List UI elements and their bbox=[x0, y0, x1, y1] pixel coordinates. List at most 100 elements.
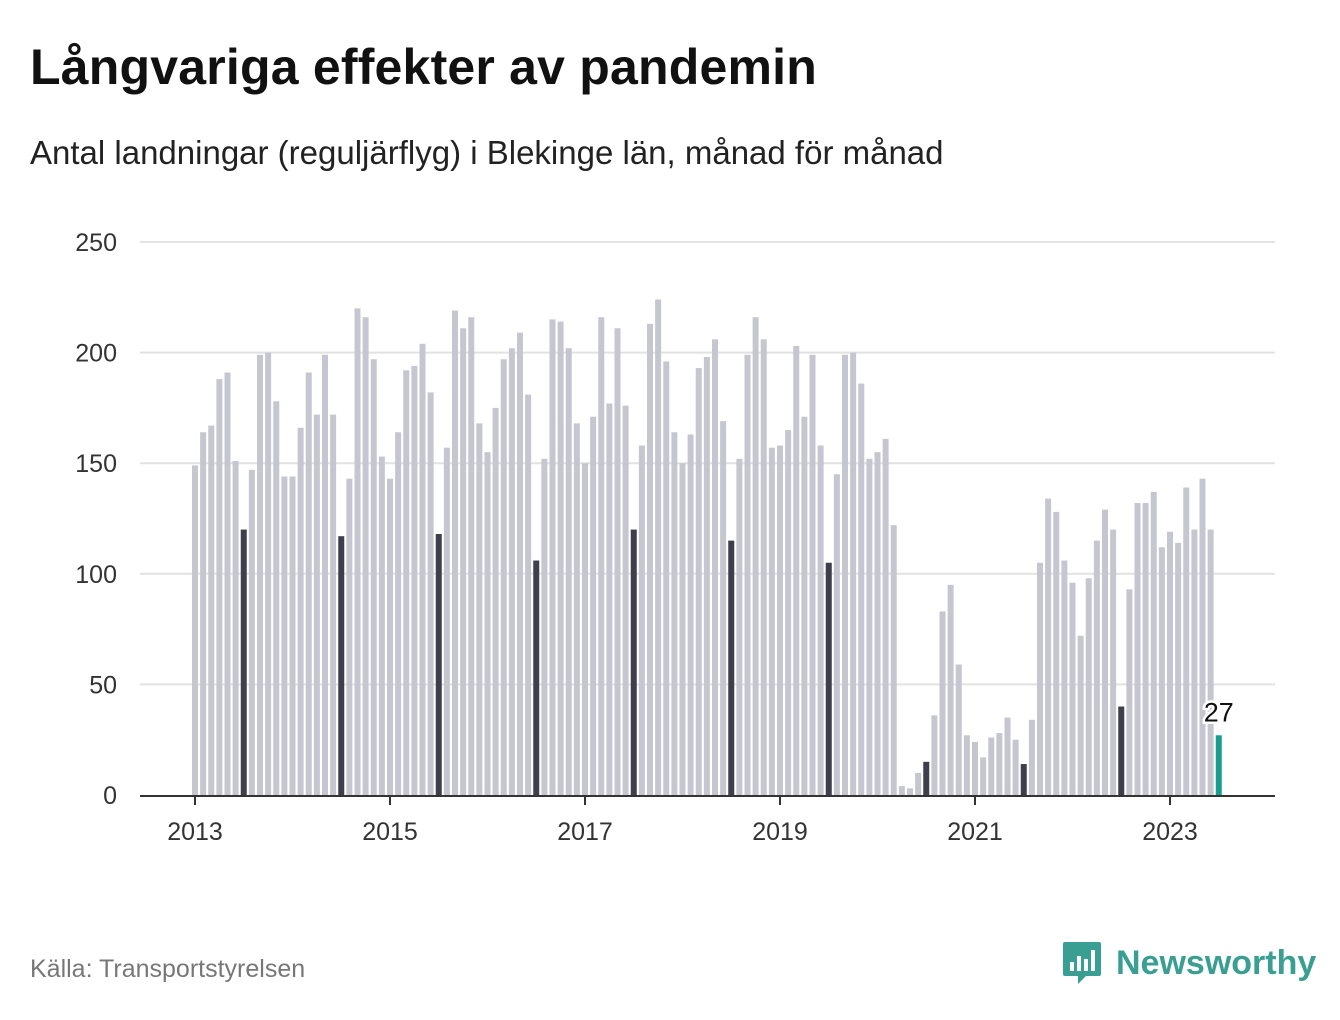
latest-value-label: 27 bbox=[1204, 697, 1234, 727]
chart-title: Långvariga effekter av pandemin bbox=[30, 39, 818, 95]
bar bbox=[907, 788, 913, 795]
bar bbox=[679, 463, 686, 795]
bar bbox=[882, 438, 889, 795]
source-note: Källa: Transportstyrelsen bbox=[30, 955, 306, 983]
bar bbox=[923, 761, 930, 795]
bar bbox=[703, 357, 710, 795]
y-tick-label: 200 bbox=[75, 340, 117, 368]
bar bbox=[411, 365, 418, 795]
bar bbox=[785, 430, 792, 795]
bar bbox=[1093, 540, 1100, 795]
bar bbox=[557, 321, 564, 795]
bar bbox=[955, 664, 962, 795]
bar bbox=[858, 383, 865, 795]
bar bbox=[395, 432, 402, 795]
bar bbox=[947, 584, 954, 795]
bar bbox=[1085, 578, 1092, 795]
bar bbox=[427, 392, 434, 795]
bar bbox=[1142, 503, 1149, 795]
bar bbox=[988, 737, 995, 795]
bar bbox=[768, 447, 775, 795]
x-tick-label: 2015 bbox=[362, 818, 418, 846]
bar bbox=[257, 354, 263, 795]
bar bbox=[842, 354, 848, 795]
bar bbox=[809, 354, 816, 795]
bar bbox=[655, 299, 662, 795]
bar bbox=[687, 434, 694, 795]
bar bbox=[1183, 487, 1190, 795]
bar bbox=[671, 432, 678, 795]
bar bbox=[866, 458, 873, 795]
bar bbox=[460, 328, 467, 795]
bar bbox=[915, 772, 922, 795]
bar bbox=[606, 403, 613, 795]
bar bbox=[1061, 560, 1068, 795]
bar bbox=[817, 445, 824, 795]
bar bbox=[1028, 719, 1035, 795]
bar bbox=[1199, 478, 1206, 795]
bar bbox=[898, 786, 905, 795]
bar bbox=[224, 372, 231, 795]
bar bbox=[289, 476, 296, 795]
bar bbox=[192, 465, 198, 795]
bar bbox=[801, 416, 808, 795]
bar bbox=[273, 401, 280, 795]
bar bbox=[305, 372, 312, 795]
bar bbox=[760, 339, 767, 795]
bar bbox=[614, 328, 621, 795]
bar bbox=[322, 354, 328, 795]
bar bbox=[622, 405, 629, 795]
y-tick-label: 50 bbox=[89, 671, 117, 699]
bar bbox=[939, 611, 946, 795]
bar bbox=[200, 432, 207, 795]
bar bbox=[931, 715, 938, 795]
y-axis-ticks: 0 50 100 150 200 250 bbox=[75, 229, 117, 810]
bar bbox=[712, 339, 718, 795]
bar bbox=[1053, 511, 1060, 795]
bar bbox=[598, 317, 605, 795]
bar bbox=[1077, 635, 1084, 795]
bar bbox=[663, 361, 670, 795]
bar bbox=[777, 445, 783, 795]
bar bbox=[744, 354, 751, 795]
bar bbox=[378, 456, 385, 795]
bar bbox=[240, 529, 247, 795]
bar bbox=[590, 416, 597, 795]
bar bbox=[297, 427, 304, 795]
brand-logo[interactable]: Newsworthy bbox=[1062, 940, 1316, 986]
bar bbox=[492, 407, 499, 795]
chart-subtitle: Antal landningar (reguljärflyg) i Blekin… bbox=[30, 134, 944, 171]
bar bbox=[1012, 739, 1019, 795]
bar bbox=[549, 319, 556, 795]
bar bbox=[793, 345, 800, 795]
bar bbox=[890, 525, 897, 795]
bar bbox=[736, 458, 743, 795]
bar bbox=[638, 445, 645, 795]
bar bbox=[1134, 503, 1141, 795]
newsworthy-icon bbox=[1063, 942, 1101, 984]
bar bbox=[232, 460, 239, 795]
x-tick-label: 2013 bbox=[167, 818, 223, 846]
bar bbox=[533, 560, 540, 795]
bar bbox=[695, 368, 702, 795]
bar bbox=[850, 352, 857, 795]
bar bbox=[452, 310, 458, 795]
bar bbox=[443, 447, 450, 795]
bar bbox=[370, 359, 377, 795]
x-tick-label: 2023 bbox=[1142, 818, 1198, 846]
bar bbox=[1167, 531, 1173, 795]
y-tick-label: 0 bbox=[103, 782, 117, 810]
bars bbox=[192, 299, 1222, 795]
bar bbox=[833, 474, 840, 795]
bar bbox=[435, 533, 442, 795]
bar-chart: 0 50 100 150 200 250 2013 2015 2017 2019 2021 2023… bbox=[75, 229, 1275, 846]
bar bbox=[484, 452, 491, 795]
bar bbox=[752, 317, 759, 795]
bar bbox=[1004, 717, 1011, 795]
bar bbox=[387, 478, 393, 795]
brand-name: Newsworthy bbox=[1116, 943, 1317, 982]
y-tick-label: 250 bbox=[75, 229, 117, 257]
bar bbox=[1207, 529, 1214, 795]
bar bbox=[419, 343, 426, 795]
bar bbox=[1118, 706, 1125, 795]
